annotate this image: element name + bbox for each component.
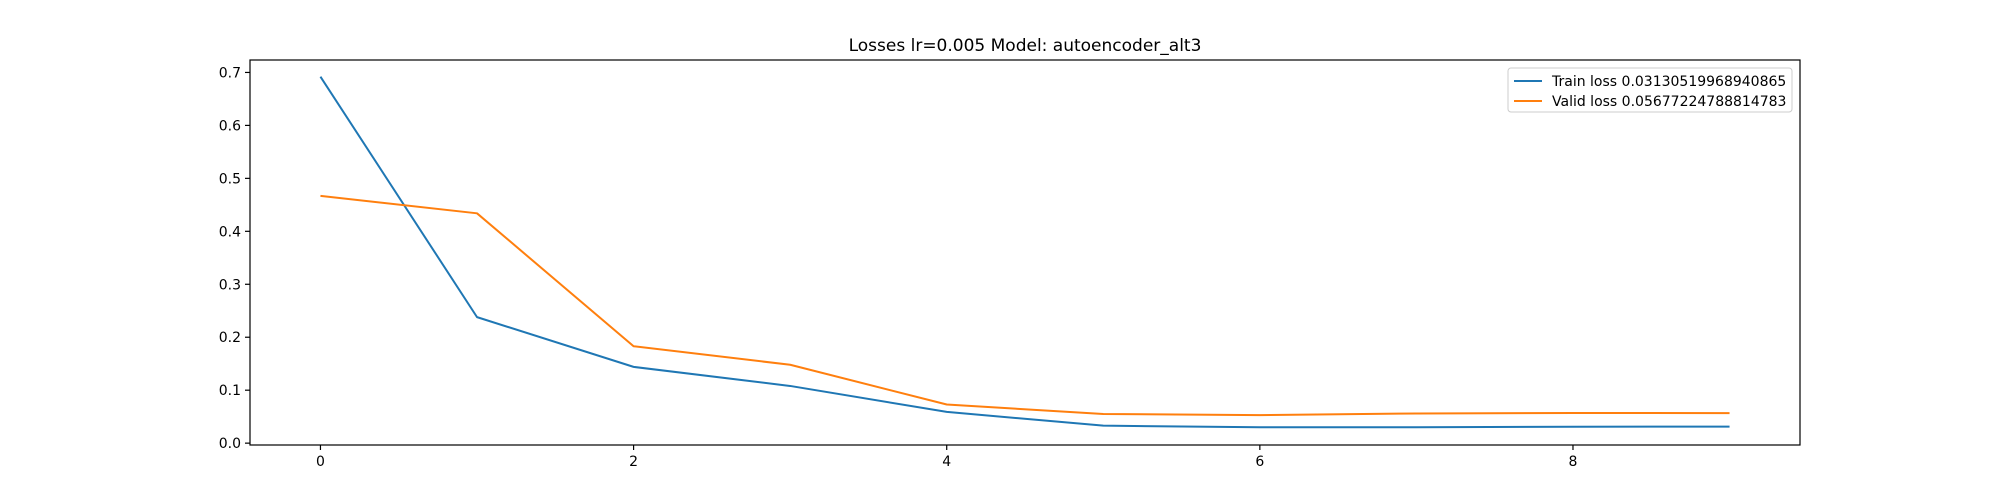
x-tick-label: 0 [316,454,325,470]
x-tick-label: 6 [1255,454,1264,470]
y-tick-label: 0.2 [219,330,241,346]
x-tick-label: 8 [1569,454,1578,470]
y-tick-label: 0.6 [219,118,241,134]
y-tick-label: 0.1 [219,383,241,399]
series-line-train [319,76,1730,429]
series-layer [319,76,1730,429]
x-tick-label: 2 [629,454,638,470]
chart-title: Losses lr=0.005 Model: autoencoder_alt3 [849,36,1202,56]
y-tick-label: 0.0 [219,436,241,452]
legend-label: Valid loss 0.05677224788814783 [1552,94,1786,110]
axes-frame [249,59,1801,446]
y-tick-label: 0.3 [219,277,241,293]
x-tick-label: 4 [942,454,951,470]
legend: Train loss 0.03130519968940865 Valid loss… [1507,67,1793,113]
legend-box [1507,67,1793,113]
y-tick-label: 0.4 [219,224,241,240]
series-line-valid [320,194,1730,417]
y-tick-label: 0.5 [219,171,241,187]
legend-label: Train loss 0.03130519968940865 [1551,74,1786,90]
axes-layer: 0 2 4 6 8 0.0 0.1 0.2 0.3 0.4 0.5 0.6 0.7 [219,59,1801,470]
y-tick-label: 0.7 [219,65,241,81]
